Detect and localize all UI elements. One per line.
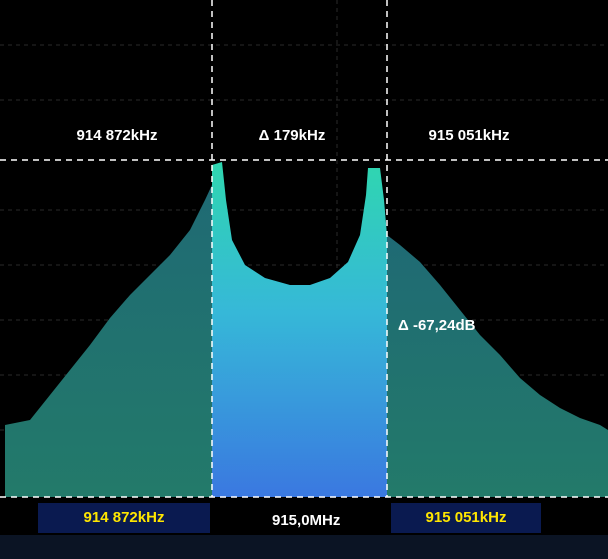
center-clip: 915,0MHz [272, 512, 340, 529]
spectrum-view: 914 872kHz Δ 179kHz 915 051kHz Δ -67,24d… [0, 0, 608, 559]
marker-label: 914 872kHz [77, 127, 158, 144]
center-freq: 915,0MHz [272, 512, 340, 529]
delta-label: Δ -67,24dB [398, 317, 476, 334]
status-strip [0, 535, 608, 559]
delta-label: Δ 179kHz [259, 127, 326, 144]
status-freq: 915 051kHz [426, 509, 507, 526]
status-freq: 914 872kHz [84, 509, 165, 526]
marker-label: 915 051kHz [429, 127, 510, 144]
page: 914 872kHz Δ 179kHz 915 051kHz Δ -67,24d… [0, 0, 608, 559]
